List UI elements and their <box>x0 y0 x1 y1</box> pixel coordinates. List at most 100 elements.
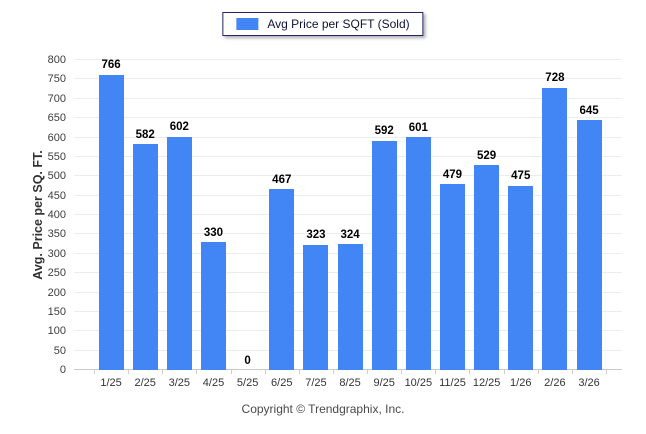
gridline <box>74 194 622 196</box>
bar <box>405 137 431 370</box>
bar-value-label: 467 <box>272 173 292 186</box>
x-axis-label: 1/25 <box>100 377 122 389</box>
bar-slot: 592 9/25 <box>367 60 401 389</box>
gridline <box>74 97 622 99</box>
bar-value-label: 330 <box>203 226 224 239</box>
bar-slot: 467 6/25 <box>265 60 299 389</box>
x-axis-tick <box>503 370 505 374</box>
bar <box>439 184 465 370</box>
legend-swatch <box>236 18 259 30</box>
x-axis-tick <box>94 370 95 374</box>
bar <box>508 185 534 370</box>
bar <box>132 144 158 370</box>
x-axis-label: 8/25 <box>339 377 361 389</box>
gridline <box>74 175 622 177</box>
y-tick-label: 700 <box>47 92 66 105</box>
x-axis-tick <box>332 370 334 374</box>
y-tick-label: 750 <box>47 73 66 86</box>
x-axis-label: 1/26 <box>510 377 532 389</box>
bar-value-label: 475 <box>511 170 531 183</box>
y-tick-label: 0 <box>59 364 66 376</box>
y-tick-label: 350 <box>47 228 66 241</box>
bar-slot: 728 2/26 <box>538 60 572 389</box>
bar-slot: 479 11/25 <box>435 60 469 389</box>
y-axis-title: Avg. Price per SQ. FT. <box>31 150 45 280</box>
bar-value-label: 323 <box>306 229 326 242</box>
x-axis-tick <box>469 370 471 374</box>
y-tick-label: 400 <box>47 209 66 221</box>
y-tick-label: 250 <box>47 267 66 280</box>
x-axis-label: 7/25 <box>305 377 327 389</box>
bar <box>269 189 295 370</box>
bar-value-label: 479 <box>442 168 463 181</box>
x-axis-label: 9/25 <box>373 377 395 389</box>
x-axis-label: 2/26 <box>544 377 566 389</box>
bar <box>371 140 397 370</box>
bar-value-label: 324 <box>340 228 360 241</box>
bar-slot: 324 8/25 <box>333 60 367 389</box>
x-axis-tick <box>571 370 573 374</box>
y-tick-label: 450 <box>47 189 66 202</box>
legend-label: Avg Price per SQFT (Sold) <box>267 17 410 31</box>
bar-value-label: 0 <box>244 354 251 367</box>
x-axis-label: 4/25 <box>202 377 225 389</box>
gridline <box>74 59 622 60</box>
x-axis-tick <box>128 370 130 374</box>
bar-value-label: 592 <box>374 125 394 138</box>
bar-value-label: 601 <box>408 121 428 134</box>
bar <box>98 74 124 370</box>
bar <box>576 120 602 370</box>
y-tick-label: 150 <box>47 305 66 318</box>
gridline <box>74 117 622 119</box>
bar <box>337 244 363 370</box>
bar-slot: 602 3/25 <box>162 60 196 389</box>
x-axis-label: 11/25 <box>439 377 466 389</box>
y-tick-label: 550 <box>47 150 66 163</box>
x-axis-tick <box>401 370 403 374</box>
bar-slot: 330 4/25 <box>196 60 230 389</box>
gridline <box>74 78 622 80</box>
gridline <box>74 233 622 235</box>
x-axis-tick <box>367 370 369 374</box>
bar-value-label: 582 <box>135 128 155 141</box>
gridline <box>74 136 622 138</box>
x-axis-tick <box>537 370 539 374</box>
x-axis-tick <box>264 370 266 374</box>
y-tick-label: 600 <box>47 131 66 144</box>
bar <box>200 242 226 370</box>
x-axis-label: 6/25 <box>271 377 293 389</box>
y-tick-label: 300 <box>47 247 66 260</box>
x-axis-label: 3/26 <box>578 377 600 389</box>
legend: Avg Price per SQFT (Sold) <box>222 12 424 36</box>
bar-slot: 601 10/25 <box>401 60 435 389</box>
gridline <box>74 155 622 157</box>
bar-slot: 0 5/25 <box>231 60 265 389</box>
bar-value-label: 602 <box>169 121 189 134</box>
copyright-text: Copyright © Trendgraphix, Inc. <box>241 402 405 416</box>
x-axis-tick <box>298 370 300 374</box>
bar-slot: 766 1/25 <box>94 59 128 389</box>
bar-slot: 645 3/26 <box>572 60 606 389</box>
x-axis-tick <box>196 370 198 374</box>
bar-slot: 323 7/25 <box>299 60 333 389</box>
x-axis-tick <box>230 370 232 374</box>
bars-container: 766 1/25 582 2/25 602 3/25 330 4/25 0 5/25 467 6/25… <box>74 59 622 389</box>
bar-value-label: 529 <box>477 149 497 162</box>
x-axis-label: 10/25 <box>404 377 433 389</box>
y-tick-label: 50 <box>53 344 66 357</box>
x-axis-label: 5/25 <box>236 377 259 389</box>
bar <box>166 136 192 370</box>
bar <box>542 87 568 370</box>
y-tick-label: 650 <box>47 112 66 125</box>
bar <box>303 244 329 370</box>
bar-value-label: 645 <box>579 104 599 117</box>
gridline <box>74 214 622 215</box>
y-tick-label: 800 <box>47 54 66 66</box>
bar-slot: 475 1/26 <box>504 60 538 389</box>
x-axis-tick <box>435 370 437 374</box>
bar-slot: 529 12/25 <box>470 60 504 389</box>
bar-value-label: 728 <box>545 72 565 85</box>
x-axis-label: 2/25 <box>134 377 156 389</box>
bar-slot: 582 2/25 <box>128 60 162 389</box>
